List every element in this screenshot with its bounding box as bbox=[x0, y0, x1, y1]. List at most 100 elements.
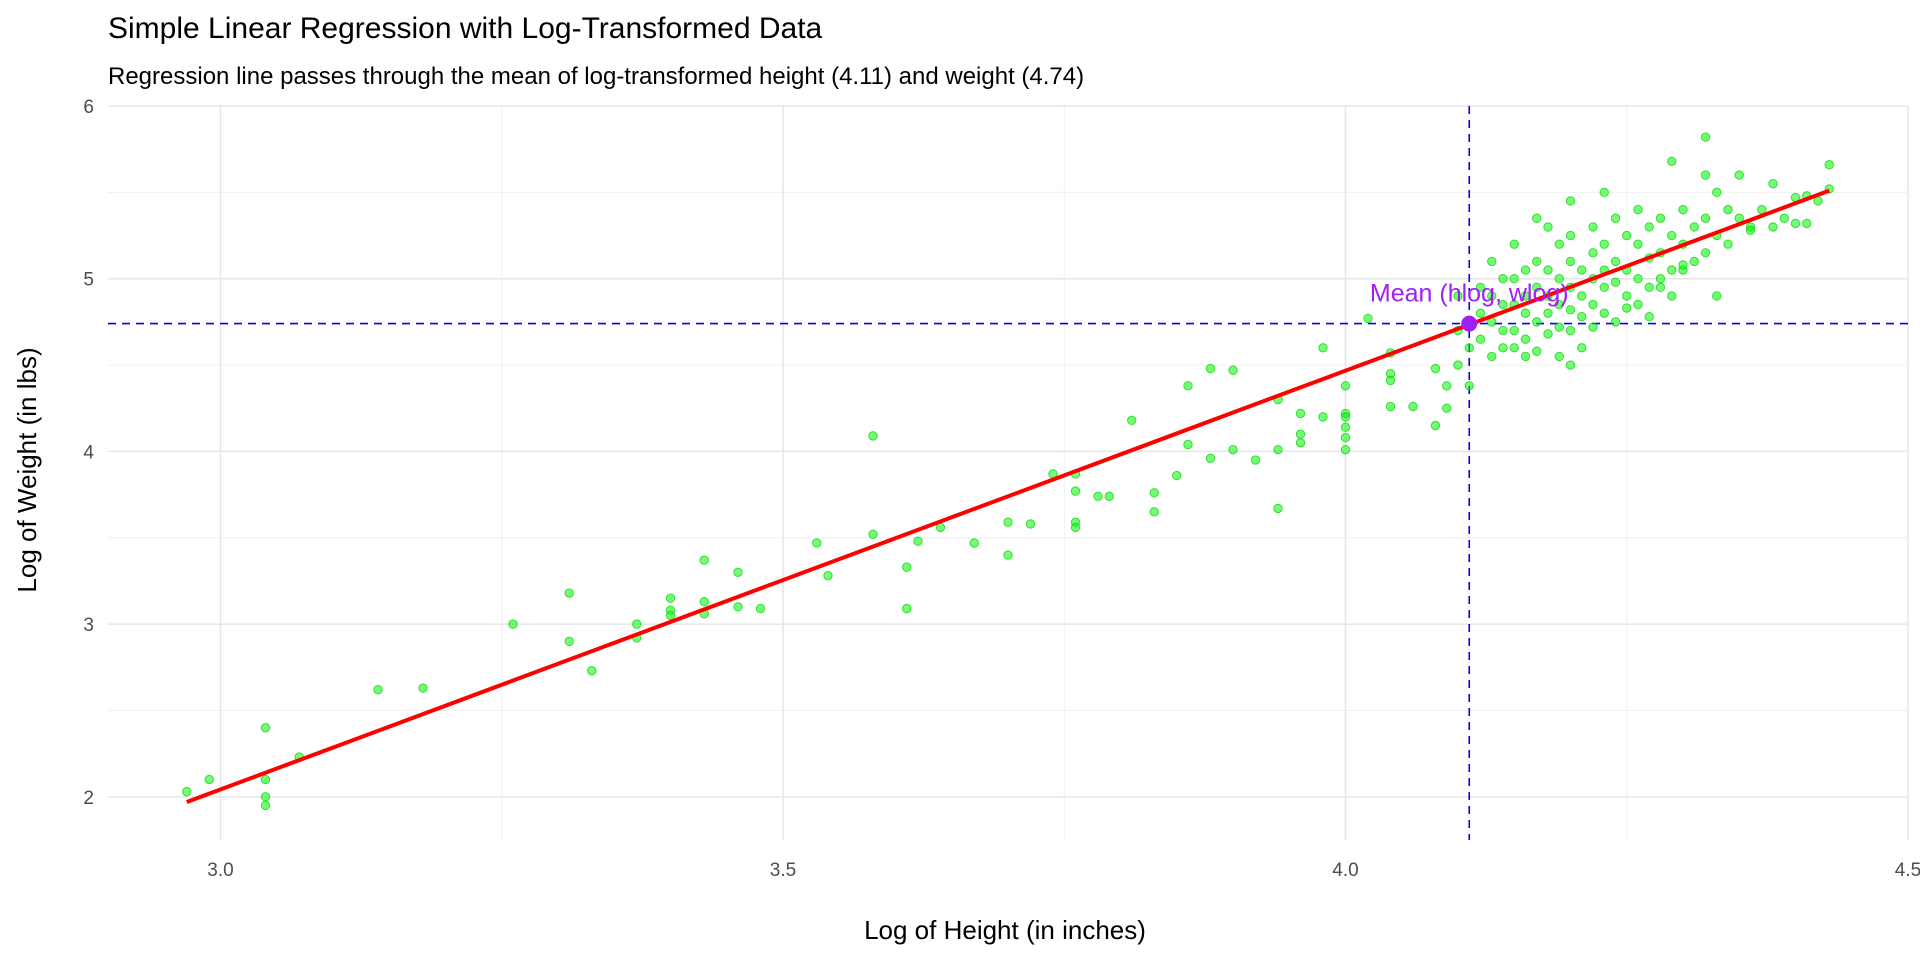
data-point bbox=[1385, 375, 1396, 386]
x-tick-label: 4.0 bbox=[1332, 860, 1358, 881]
data-point bbox=[1228, 444, 1238, 455]
data-point bbox=[1655, 282, 1666, 293]
data-point bbox=[913, 536, 923, 546]
data-point bbox=[1273, 503, 1283, 514]
data-point bbox=[1622, 291, 1632, 301]
data-point bbox=[1003, 550, 1013, 560]
data-point bbox=[1588, 322, 1598, 332]
data-point bbox=[1554, 274, 1564, 284]
data-point bbox=[1599, 187, 1609, 198]
reference-lines bbox=[108, 106, 1908, 840]
data-point bbox=[1678, 204, 1688, 215]
data-point bbox=[1745, 225, 1756, 236]
data-point bbox=[733, 602, 743, 612]
data-point bbox=[1464, 381, 1474, 391]
data-point bbox=[1565, 325, 1576, 336]
data-point bbox=[868, 529, 878, 540]
data-point bbox=[1543, 329, 1553, 339]
data-point bbox=[755, 603, 766, 614]
data-point bbox=[1183, 381, 1193, 391]
data-point bbox=[1149, 488, 1159, 498]
scatter-points bbox=[182, 132, 1834, 811]
data-point bbox=[1003, 517, 1013, 527]
mean-point-layer: Mean (hlog, wlog) bbox=[1370, 280, 1569, 332]
data-point bbox=[1205, 363, 1216, 374]
y-tick-label: 2 bbox=[83, 788, 94, 809]
data-point bbox=[1824, 160, 1834, 170]
data-point bbox=[1318, 412, 1328, 422]
data-point bbox=[665, 610, 676, 621]
data-point bbox=[1498, 325, 1508, 336]
chart-title: Simple Linear Regression with Log-Transf… bbox=[108, 12, 823, 45]
data-point bbox=[587, 666, 597, 676]
y-tick-label: 3 bbox=[83, 615, 94, 636]
data-point bbox=[1700, 213, 1711, 223]
data-point bbox=[1149, 507, 1159, 517]
data-point bbox=[1655, 213, 1666, 223]
data-point bbox=[1554, 322, 1564, 332]
data-point bbox=[1700, 248, 1711, 258]
data-point bbox=[1712, 187, 1722, 198]
data-point bbox=[1790, 218, 1801, 229]
data-point bbox=[1228, 365, 1238, 375]
regression-line-layer bbox=[186, 188, 1830, 804]
data-point bbox=[1565, 196, 1576, 206]
data-point bbox=[1104, 491, 1114, 502]
data-point bbox=[1183, 439, 1193, 450]
data-point bbox=[1723, 239, 1733, 249]
data-point bbox=[1532, 213, 1542, 223]
data-point bbox=[1633, 239, 1643, 249]
data-point bbox=[1430, 363, 1441, 374]
data-point bbox=[1363, 313, 1373, 324]
data-point bbox=[1633, 299, 1643, 310]
data-point bbox=[508, 619, 518, 629]
data-point bbox=[1430, 420, 1441, 431]
chart-subtitle: Regression line passes through the mean … bbox=[108, 63, 1084, 90]
data-point bbox=[1532, 282, 1542, 293]
data-point bbox=[1408, 401, 1418, 412]
data-point bbox=[1520, 291, 1531, 301]
data-point bbox=[1565, 360, 1576, 370]
data-point bbox=[1813, 196, 1823, 206]
data-point bbox=[1779, 213, 1789, 223]
y-tick-label: 6 bbox=[83, 97, 94, 118]
data-point bbox=[1689, 256, 1699, 267]
data-point bbox=[1070, 486, 1081, 496]
y-tick-label: 5 bbox=[83, 270, 94, 291]
data-point bbox=[1700, 170, 1711, 180]
y-tick-label: 4 bbox=[83, 442, 94, 463]
data-point bbox=[1599, 282, 1609, 293]
data-point bbox=[1520, 334, 1531, 344]
data-point bbox=[1464, 343, 1474, 353]
data-point bbox=[1385, 401, 1396, 412]
y-axis-title: Log of Weight (in lbs) bbox=[12, 347, 42, 592]
data-point bbox=[1475, 282, 1486, 293]
data-point bbox=[1599, 308, 1609, 318]
data-point bbox=[1543, 308, 1553, 318]
x-axis-title: Log of Height (in inches) bbox=[864, 915, 1146, 945]
data-point bbox=[969, 538, 979, 548]
data-point bbox=[1509, 239, 1519, 249]
data-point bbox=[373, 685, 383, 695]
data-point bbox=[1554, 239, 1564, 249]
data-point bbox=[1498, 299, 1508, 310]
data-point bbox=[1588, 248, 1598, 258]
data-point bbox=[1532, 346, 1542, 356]
data-point bbox=[1205, 453, 1216, 464]
data-point bbox=[1172, 470, 1182, 481]
mean-point-label: Mean (hlog, wlog) bbox=[1370, 280, 1569, 308]
data-point bbox=[1644, 282, 1654, 293]
data-point bbox=[699, 596, 709, 607]
axis-ticks: 3.0 3.5 4.0 4.5 2 3 4 5 6 bbox=[83, 97, 1920, 881]
data-point bbox=[1295, 438, 1306, 448]
data-point bbox=[1667, 291, 1677, 301]
data-point bbox=[1487, 291, 1497, 301]
data-point bbox=[1588, 222, 1598, 232]
data-point bbox=[823, 571, 833, 581]
data-point bbox=[260, 792, 271, 802]
data-point bbox=[1734, 170, 1744, 180]
data-point bbox=[1768, 179, 1778, 189]
data-point bbox=[1520, 351, 1531, 362]
data-point bbox=[1554, 299, 1564, 310]
